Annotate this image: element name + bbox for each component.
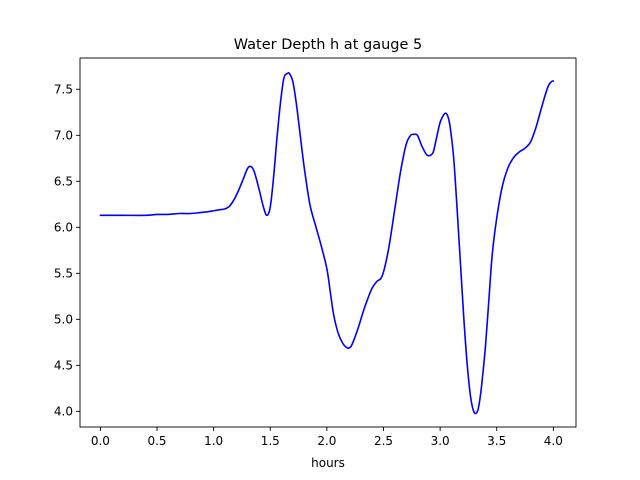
plot-area bbox=[79, 57, 577, 428]
chart-title: Water Depth h at gauge 5 bbox=[234, 37, 422, 53]
y-tick-label: 7.5 bbox=[54, 83, 73, 97]
x-tick-label: 4.0 bbox=[544, 434, 563, 448]
series-line bbox=[99, 72, 555, 415]
x-tick-label: 0.5 bbox=[147, 434, 166, 448]
y-axis: 4.0 4.5 5.0 5.5 6.0 6.5 7.0 7.5 bbox=[54, 83, 80, 419]
x-axis: 0.0 0.5 1.0 1.5 2.0 2.5 3.0 3.5 4.0 bbox=[91, 427, 563, 448]
x-tick-label: 1.5 bbox=[261, 434, 280, 448]
y-tick-label: 5.5 bbox=[54, 267, 73, 281]
y-tick-label: 5.0 bbox=[54, 313, 73, 327]
y-tick-label: 6.0 bbox=[54, 221, 73, 235]
x-tick-label: 2.0 bbox=[317, 434, 336, 448]
x-tick-label: 3.5 bbox=[487, 434, 506, 448]
x-tick-label: 2.5 bbox=[374, 434, 393, 448]
x-tick-label: 0.0 bbox=[91, 434, 110, 448]
x-tick-label: 1.0 bbox=[204, 434, 223, 448]
y-tick-label: 4.0 bbox=[54, 405, 73, 419]
y-tick-label: 4.5 bbox=[54, 359, 73, 373]
x-tick-label: 3.0 bbox=[431, 434, 450, 448]
x-axis-label: hours bbox=[311, 456, 345, 470]
y-tick-label: 7.0 bbox=[54, 129, 73, 143]
plot-frame bbox=[79, 57, 577, 428]
y-tick-label: 6.5 bbox=[54, 175, 73, 189]
